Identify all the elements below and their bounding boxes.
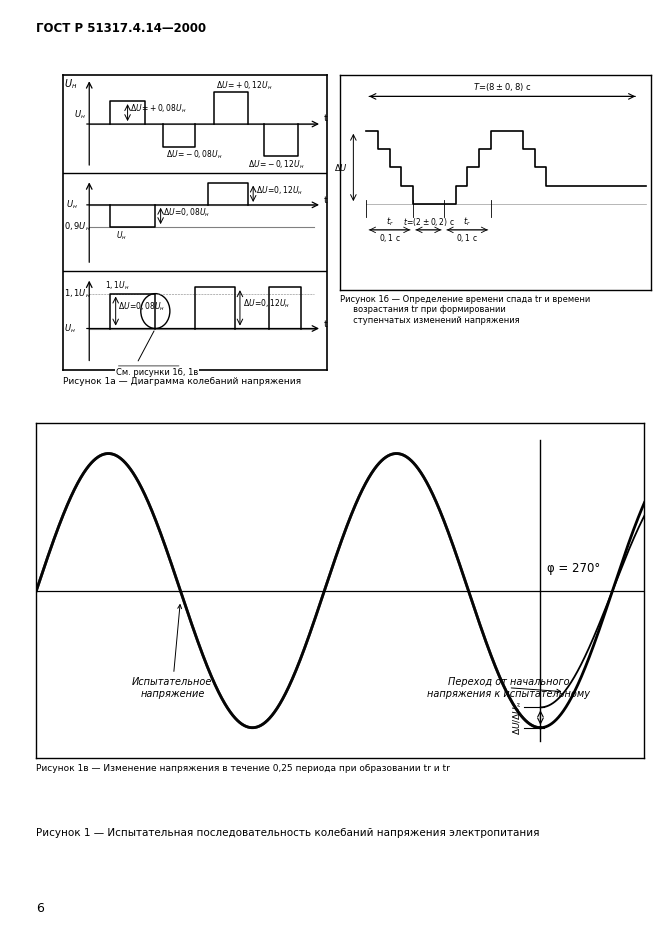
Text: $\Delta U$: $\Delta U$ (334, 162, 348, 173)
Text: $\Delta U\!=\!-0,08U_н$: $\Delta U\!=\!-0,08U_н$ (166, 149, 222, 161)
Text: $U_н$: $U_н$ (65, 198, 77, 212)
Text: $0,1$ с: $0,1$ с (456, 231, 478, 243)
Text: $\Delta U\!=\!0,12U_н$: $\Delta U\!=\!0,12U_н$ (243, 298, 290, 310)
Text: Переход от начального
напряжения к испытательному: Переход от начального напряжения к испыт… (427, 677, 590, 698)
Text: $\Delta U\!=\!+0,08U_н$: $\Delta U\!=\!+0,08U_н$ (130, 103, 186, 115)
Text: $U_н$: $U_н$ (64, 77, 77, 91)
Text: См. рисунки 1б, 1в: См. рисунки 1б, 1в (116, 368, 198, 377)
Text: $\Delta U$/$\Delta U_н$: $\Delta U$/$\Delta U_н$ (512, 700, 524, 735)
Text: $\Delta U\!=\!0,08U_н$: $\Delta U\!=\!0,08U_н$ (118, 300, 165, 313)
Text: φ = 270°: φ = 270° (547, 563, 600, 576)
Text: $1,1U_н$: $1,1U_н$ (105, 280, 130, 292)
Text: $\Delta U\!=\!+0,12U_н$: $\Delta U\!=\!+0,12U_н$ (216, 80, 272, 93)
Text: t: t (323, 197, 327, 205)
Text: $\Delta U\!=\!-0,12U_н$: $\Delta U\!=\!-0,12U_н$ (248, 159, 304, 171)
Text: Рисунок 1в — Изменение напряжения в течение 0,25 периода при образовании tr и tr: Рисунок 1в — Изменение напряжения в тече… (36, 764, 450, 773)
Text: $U_н$: $U_н$ (64, 322, 76, 335)
Text: $U_н$: $U_н$ (73, 108, 85, 121)
Text: $t_r$: $t_r$ (463, 215, 471, 227)
Text: $\Delta U\!=\!0,08U_н$: $\Delta U\!=\!0,08U_н$ (163, 207, 210, 219)
Text: $0,1$ с: $0,1$ с (379, 231, 401, 243)
Text: 6: 6 (36, 902, 44, 915)
Text: $t\!=\!(2\pm 0,2)$ с: $t\!=\!(2\pm 0,2)$ с (403, 215, 454, 227)
Text: Испытательное
напряжение: Испытательное напряжение (132, 605, 213, 698)
Text: $\Delta U\!=\!0,12U_н$: $\Delta U\!=\!0,12U_н$ (256, 184, 303, 197)
Text: $U_н$: $U_н$ (116, 229, 126, 241)
Text: Рисунок 1 — Испытательная последовательность колебаний напряжения электропитания: Рисунок 1 — Испытательная последовательн… (36, 828, 540, 839)
Text: ГОСТ Р 51317.4.14—2000: ГОСТ Р 51317.4.14—2000 (36, 22, 206, 35)
Text: $0,9U_н$: $0,9U_н$ (64, 221, 91, 233)
Text: Рисунок 1а — Диаграмма колебаний напряжения: Рисунок 1а — Диаграмма колебаний напряже… (63, 377, 301, 387)
Text: t: t (323, 320, 327, 329)
Text: $T\!=\!(8\pm 0,8)$ с: $T\!=\!(8\pm 0,8)$ с (473, 80, 531, 93)
Text: $t_r$: $t_r$ (385, 215, 393, 227)
Text: t: t (323, 114, 327, 124)
Text: $1,1U_н$: $1,1U_н$ (64, 287, 91, 300)
Text: Рисунок 1б — Определение времени спада tr и времени
     возрастания tr при форм: Рисунок 1б — Определение времени спада t… (340, 295, 591, 325)
